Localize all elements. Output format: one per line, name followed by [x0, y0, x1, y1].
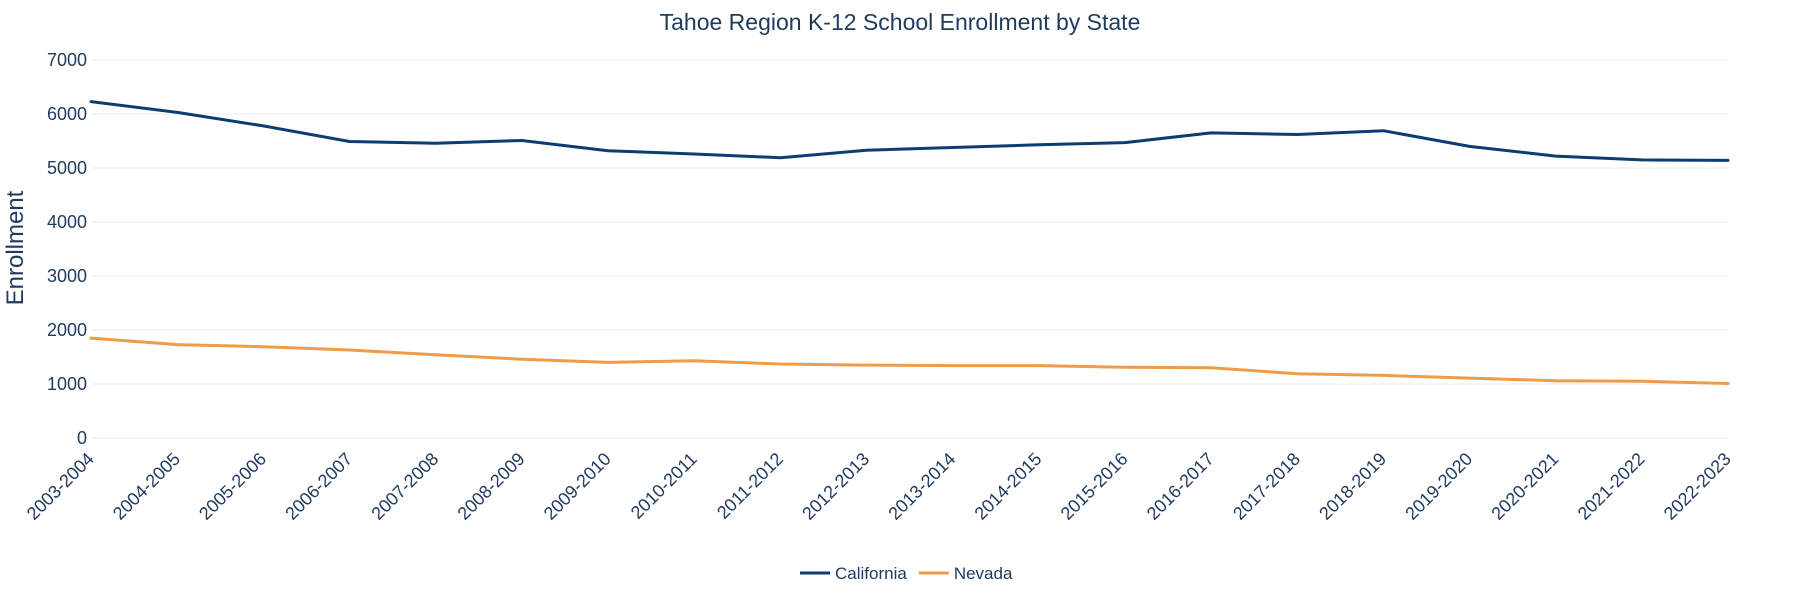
y-tick-label: 1000 — [47, 374, 87, 394]
gridlines — [91, 59, 1728, 439]
x-tick-label: 2013-2014 — [884, 449, 959, 524]
x-tick-label: 2010-2011 — [627, 449, 701, 523]
x-tick-label: 2020-2021 — [1487, 449, 1562, 524]
x-tick-label: 2022-2023 — [1660, 449, 1735, 524]
series-line-california — [89, 100, 1730, 162]
x-tick-label: 2007-2008 — [367, 449, 442, 524]
legend-item-nevada[interactable]: Nevada — [918, 564, 1013, 583]
y-tick-label: 5000 — [47, 158, 87, 178]
y-tick-label: 6000 — [47, 104, 87, 124]
y-tick-label: 4000 — [47, 212, 87, 232]
legend-label: California — [835, 564, 907, 583]
x-tick-label: 2021-2022 — [1574, 449, 1649, 524]
x-tick-label: 2012-2013 — [798, 449, 873, 524]
chart-title: Tahoe Region K-12 School Enrollment by S… — [660, 9, 1141, 35]
x-tick-label: 2008-2009 — [454, 449, 529, 524]
y-axis-ticks: 0 1000 2000 3000 4000 5000 6000 7000 — [47, 50, 87, 448]
x-tick-label: 2006-2007 — [281, 449, 356, 524]
series-lines — [89, 100, 1730, 385]
x-axis-ticks: 2003-2004 2004-2005 2005-2006 2006-2007 2007… — [23, 449, 1735, 524]
x-tick-label: 2016-2017 — [1143, 449, 1218, 524]
x-tick-label: 2017-2018 — [1229, 449, 1304, 524]
y-tick-label: 3000 — [47, 266, 87, 286]
x-tick-label: 2014-2015 — [971, 449, 1046, 524]
y-tick-label: 2000 — [47, 320, 87, 340]
y-axis-label: Enrollment — [2, 190, 29, 305]
x-tick-label: 2019-2020 — [1401, 449, 1476, 524]
x-tick-label: 2005-2006 — [195, 449, 270, 524]
series-line-nevada — [89, 336, 1730, 385]
x-tick-label: 2018-2019 — [1315, 449, 1390, 524]
legend-label: Nevada — [954, 564, 1013, 583]
x-tick-label: 2003-2004 — [23, 449, 98, 524]
legend: California Nevada — [800, 564, 1013, 583]
y-tick-label: 0 — [77, 428, 87, 448]
x-tick-label: 2011-2012 — [713, 449, 787, 523]
x-tick-label: 2015-2016 — [1057, 449, 1132, 524]
legend-item-california[interactable]: California — [800, 564, 907, 583]
x-tick-label: 2009-2010 — [540, 449, 615, 524]
x-tick-label: 2004-2005 — [109, 449, 184, 524]
y-tick-label: 7000 — [47, 50, 87, 70]
